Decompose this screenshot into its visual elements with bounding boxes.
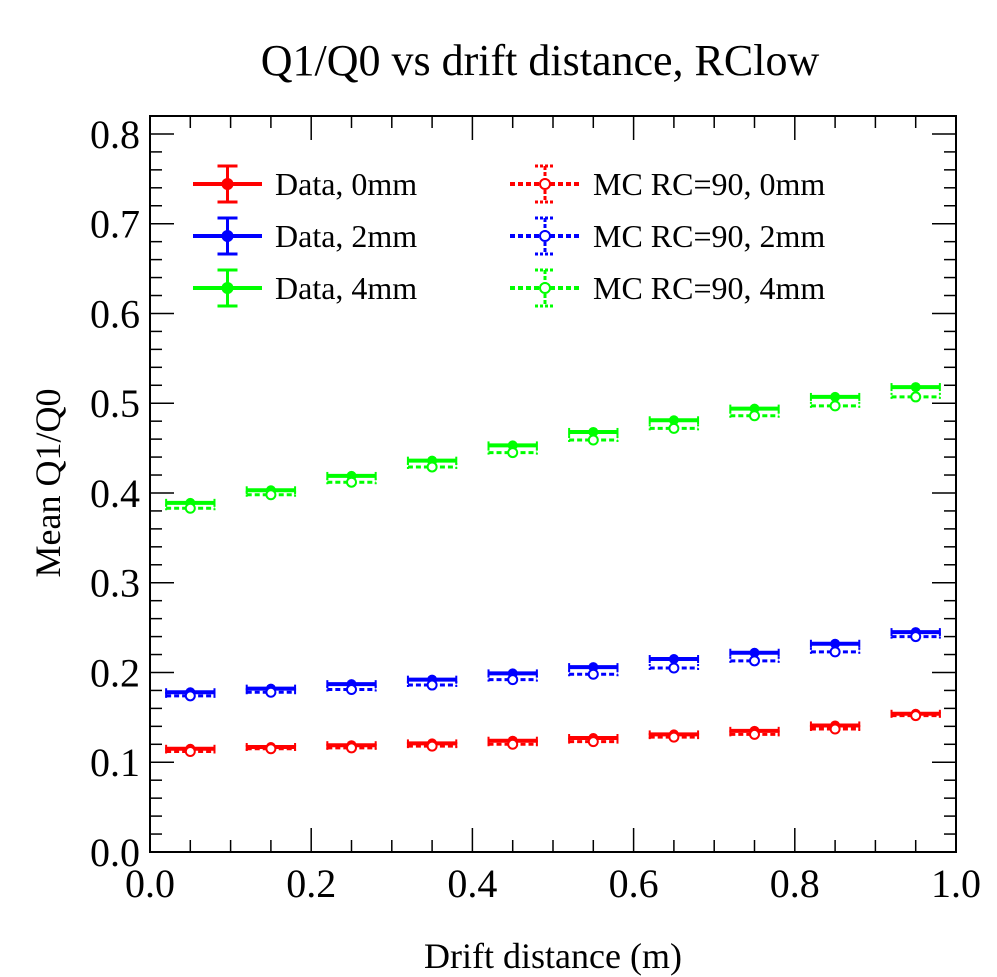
legend-entry-5: MC RC=90, 4mm — [510, 268, 825, 308]
data-point — [910, 391, 922, 403]
data-point — [426, 679, 438, 691]
x-tick-label: 0.6 — [609, 861, 659, 906]
data-marks — [165, 382, 941, 757]
data-point — [346, 742, 357, 754]
data-point — [830, 638, 841, 649]
data-point — [668, 662, 680, 674]
data-point — [265, 686, 277, 698]
legend-swatch-marker — [221, 282, 234, 294]
legend-entry-1: Data, 2mm — [193, 216, 417, 256]
legend-swatch-marker — [539, 230, 551, 242]
axis-ticks: 0.0 0.2 0.4 0.6 0.8 1.0 0.0 0.1 0.2 0.3 0.4 0.5 0.6 0… — [90, 112, 981, 906]
series-2 — [165, 382, 941, 508]
y-tick-label: 0.2 — [90, 650, 140, 695]
legend-label: Data, 0mm — [275, 166, 417, 202]
legend-swatch-marker — [221, 230, 234, 242]
y-tick-label: 0.6 — [90, 291, 140, 336]
data-point — [668, 731, 680, 743]
x-tick-label: 0.4 — [447, 861, 497, 906]
data-point — [668, 422, 680, 434]
data-point — [426, 740, 438, 752]
series-4 — [165, 631, 941, 702]
legend-swatch-marker — [221, 178, 234, 190]
legend-label: Data, 4mm — [275, 270, 417, 306]
y-tick-label: 0.7 — [90, 202, 140, 247]
data-point — [749, 410, 760, 422]
data-point — [749, 655, 760, 667]
legend-label: MC RC=90, 2mm — [593, 218, 825, 254]
legend-swatch-marker — [539, 178, 551, 190]
legend-entry-4: MC RC=90, 2mm — [510, 216, 825, 256]
series-1 — [165, 627, 941, 698]
data-point — [346, 684, 357, 696]
data-point — [587, 736, 599, 748]
data-point — [668, 654, 679, 665]
series-5 — [165, 391, 941, 514]
data-point — [588, 426, 599, 437]
x-tick-label: 0.0 — [125, 861, 175, 906]
x-axis-label: Drift distance (m) — [424, 936, 682, 976]
plot-frame — [149, 115, 957, 853]
data-point — [507, 674, 519, 686]
data-point — [265, 489, 277, 501]
data-point — [749, 647, 760, 658]
series-3 — [165, 710, 941, 757]
y-tick-label: 0.8 — [90, 112, 140, 157]
data-point — [507, 447, 519, 459]
data-point — [426, 461, 438, 473]
x-tick-label: 1.0 — [931, 861, 981, 906]
legend-label: Data, 2mm — [275, 218, 417, 254]
y-tick-label: 0.4 — [90, 471, 140, 516]
data-point — [184, 745, 196, 757]
y-tick-label: 0.5 — [90, 381, 140, 426]
data-point — [830, 391, 841, 402]
data-point — [749, 728, 760, 740]
data-point — [668, 415, 679, 426]
data-point — [587, 434, 599, 446]
data-point — [346, 476, 357, 488]
data-point — [184, 502, 196, 514]
legend-swatch-marker — [539, 282, 551, 294]
data-point — [910, 382, 921, 393]
data-point — [265, 743, 277, 755]
data-point — [829, 646, 841, 658]
legend: Data, 0mm Data, 2mm Data, 4mm MC RC=90, 0mm… — [193, 164, 825, 308]
y-tick-label: 0.1 — [90, 740, 140, 785]
chart-title: Q1/Q0 vs drift distance, RClow — [261, 36, 820, 85]
x-tick-label: 0.2 — [286, 861, 336, 906]
series-0 — [165, 708, 941, 754]
x-tick-label: 0.8 — [770, 861, 820, 906]
data-point — [184, 690, 196, 702]
data-point — [507, 738, 519, 750]
data-point — [587, 668, 599, 680]
legend-entry-0: Data, 0mm — [193, 164, 417, 204]
y-tick-label: 0.0 — [90, 830, 140, 875]
data-point — [910, 710, 922, 722]
data-point — [829, 723, 841, 735]
y-axis-label: Mean Q1/Q0 — [28, 389, 68, 578]
legend-entry-3: MC RC=90, 0mm — [510, 164, 825, 204]
legend-label: MC RC=90, 0mm — [593, 166, 825, 202]
data-point — [910, 631, 922, 643]
legend-label: MC RC=90, 4mm — [593, 270, 825, 306]
data-point — [829, 400, 841, 412]
y-tick-label: 0.3 — [90, 561, 140, 606]
legend-entry-2: Data, 4mm — [193, 268, 417, 308]
